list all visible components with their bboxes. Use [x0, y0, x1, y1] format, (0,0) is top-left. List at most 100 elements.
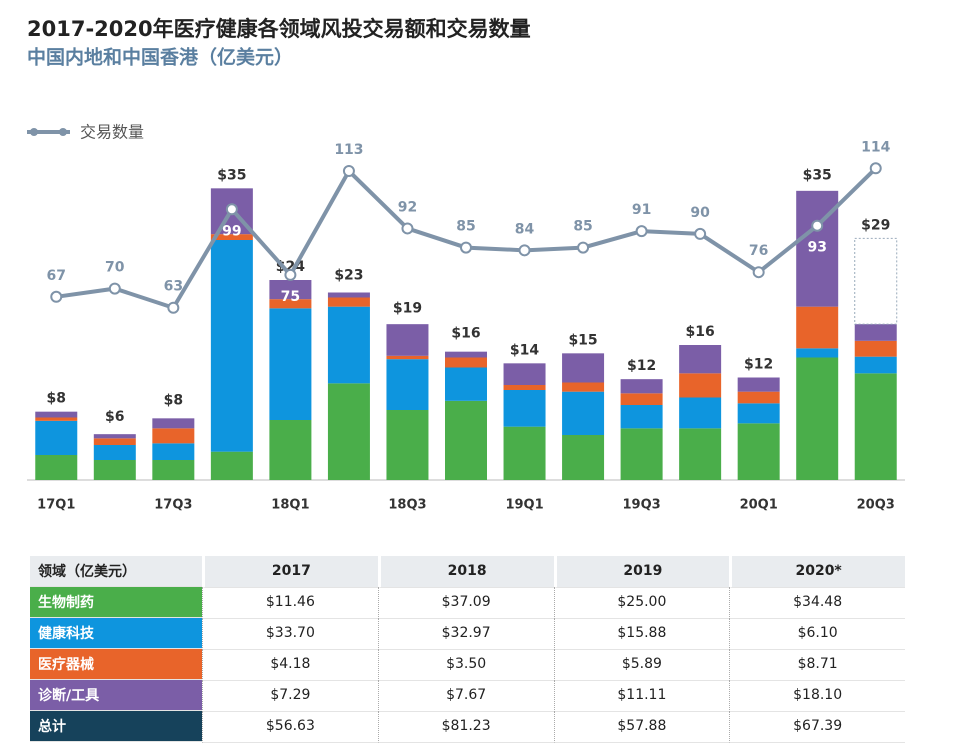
- x-tick-label: 19Q3: [623, 498, 661, 513]
- header-cell: 领域（亿美元）: [30, 556, 202, 587]
- line-point: [50, 290, 63, 303]
- line-point: [694, 227, 707, 240]
- table-row: 诊断/工具 $7.29 $7.67 $11.11 $18.10: [30, 679, 905, 712]
- table-row: 生物制药 $11.46 $37.09 $25.00 $34.48: [30, 586, 905, 619]
- bar-segment: [503, 426, 546, 480]
- bar-segment: [854, 373, 897, 480]
- bar-segment: [269, 299, 312, 309]
- bar-segment: [269, 280, 312, 300]
- bar-segment: [503, 385, 546, 390]
- x-tick-label: 18Q1: [271, 498, 309, 513]
- bar-segment: [93, 445, 136, 460]
- total-label: $6: [105, 409, 124, 425]
- line-value-label: 63: [164, 279, 183, 295]
- bar-segment: [679, 373, 722, 398]
- bar-segment: [796, 348, 839, 358]
- line-value-label: 90: [690, 205, 710, 221]
- bar-segment: [327, 297, 370, 307]
- line-value-label: 93: [807, 240, 826, 256]
- bar-segment: [737, 391, 780, 404]
- bar-segment: [386, 410, 429, 480]
- x-tick-label: 17Q3: [154, 498, 192, 513]
- bar-segment: [679, 345, 722, 374]
- bar-segment: [562, 353, 605, 383]
- total-label: $16: [451, 326, 480, 342]
- chart: 2017-2020年医疗健康各领域风投交易额和交易数量 中国内地和中国香港（亿美…: [27, 17, 905, 513]
- bar-segment: [445, 367, 487, 401]
- bar-segment: [269, 420, 312, 480]
- line-value-label: 76: [749, 243, 768, 259]
- table-cell: $7.67: [377, 679, 554, 712]
- header-cell: 2017: [202, 555, 378, 588]
- table-cell: $34.48: [729, 586, 905, 619]
- bar-segment: [35, 420, 78, 455]
- row-label: 健康科技: [30, 618, 202, 649]
- bar-segment: [737, 423, 780, 480]
- chart-title: 2017-2020年医疗健康各领域风投交易额和交易数量: [27, 17, 531, 41]
- row-label: 诊断/工具: [30, 680, 202, 711]
- table-cell: $15.88: [553, 617, 730, 650]
- table-cell: $6.10: [729, 617, 905, 650]
- table-cell: $4.18: [202, 648, 378, 681]
- table-cell: $7.29: [202, 679, 378, 712]
- bar-segment: [503, 390, 546, 427]
- bar-segment: [386, 324, 429, 356]
- table-cell: $11.11: [553, 679, 730, 712]
- bar-segment: [562, 391, 605, 435]
- line-value-label: 113: [334, 142, 363, 158]
- line-point: [518, 244, 531, 257]
- bar-segment: [620, 405, 663, 429]
- line-point: [225, 203, 238, 216]
- line-value-label: 84: [515, 221, 535, 237]
- total-label: $19: [393, 301, 422, 317]
- table-row: 医疗器械 $4.18 $3.50 $5.89 $8.71: [30, 648, 905, 681]
- total-label: $12: [627, 358, 656, 374]
- bar-segment: [737, 377, 780, 392]
- total-label: $8: [164, 392, 183, 408]
- bar-segment: [386, 355, 429, 360]
- line-value-label: 67: [47, 268, 66, 284]
- bar-segment: [93, 460, 136, 480]
- line-value-label: 99: [222, 223, 241, 239]
- table-cell: $5.89: [553, 648, 730, 681]
- table-row: 总计 $56.63 $81.23 $57.88 $67.39: [30, 710, 905, 743]
- bar-segment: [152, 428, 195, 444]
- line-point: [811, 219, 824, 232]
- estimate-box: [854, 237, 898, 325]
- total-label: $8: [47, 391, 66, 407]
- legend-marker: [59, 128, 67, 136]
- bar-segment: [679, 428, 722, 480]
- bar-segment: [445, 357, 487, 368]
- line-point: [401, 222, 414, 235]
- bar-segment: [327, 292, 370, 298]
- line-point: [752, 266, 765, 279]
- legend-label: 交易数量: [80, 123, 144, 142]
- row-label: 总计: [30, 711, 202, 742]
- bar-segment: [93, 438, 136, 445]
- table-cell: $37.09: [377, 586, 554, 619]
- bar-segment: [620, 379, 663, 394]
- line-value-label: 85: [573, 219, 592, 235]
- bar-segment: [620, 428, 663, 480]
- bar-segment: [152, 418, 195, 429]
- bar-segment: [854, 340, 897, 357]
- bar-segment: [152, 460, 195, 480]
- header-cell: 2020*: [729, 555, 905, 588]
- bar-segment: [210, 234, 253, 240]
- total-label: $29: [861, 217, 890, 233]
- bar-segment: [152, 443, 195, 460]
- table-cell: $32.97: [377, 617, 554, 650]
- line-value-label: 91: [632, 202, 651, 218]
- x-tick-label: 19Q1: [505, 498, 543, 513]
- total-label: $35: [803, 167, 832, 183]
- header-cell: 2018: [377, 555, 554, 588]
- bar-segment: [35, 417, 78, 421]
- bar-segment: [327, 383, 370, 480]
- table-row: 健康科技 $33.70 $32.97 $15.88 $6.10: [30, 617, 905, 650]
- table-cell: $81.23: [377, 710, 554, 743]
- total-label: $16: [686, 324, 715, 340]
- line-point: [342, 165, 355, 178]
- table-cell: $57.88: [553, 710, 730, 743]
- bar-segment: [210, 240, 253, 452]
